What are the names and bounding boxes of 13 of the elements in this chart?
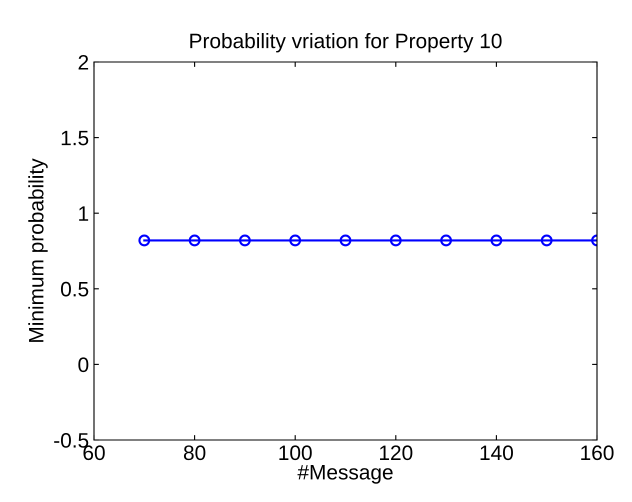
chart-title: Probability vriation for Property 10	[190, 33, 502, 52]
x-tick-label: 100	[279, 445, 312, 460]
y-tick-label: 0.5	[60, 282, 88, 297]
y-axis-title: Minimum probability	[28, 158, 48, 342]
y-tick-label: 1	[79, 206, 88, 221]
y-tick-label: 1.5	[62, 130, 88, 146]
x-axis-title: #Message	[298, 465, 393, 484]
y-tick-label: 0	[78, 357, 88, 372]
x-tick-label: 80	[184, 445, 206, 460]
x-tick-label: 160	[581, 445, 614, 460]
x-tick-label: 120	[380, 445, 412, 460]
x-tick-label: 140	[480, 445, 513, 460]
y-tick-label: 2	[78, 55, 88, 70]
